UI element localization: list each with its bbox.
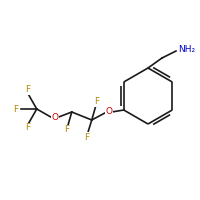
Text: F: F xyxy=(64,126,69,134)
Text: O: O xyxy=(105,108,112,116)
Text: O: O xyxy=(51,112,58,121)
Text: F: F xyxy=(25,123,30,132)
Text: F: F xyxy=(25,86,30,95)
Text: NH₂: NH₂ xyxy=(178,46,195,54)
Text: F: F xyxy=(94,98,99,106)
Text: F: F xyxy=(84,132,89,142)
Text: F: F xyxy=(13,104,18,114)
